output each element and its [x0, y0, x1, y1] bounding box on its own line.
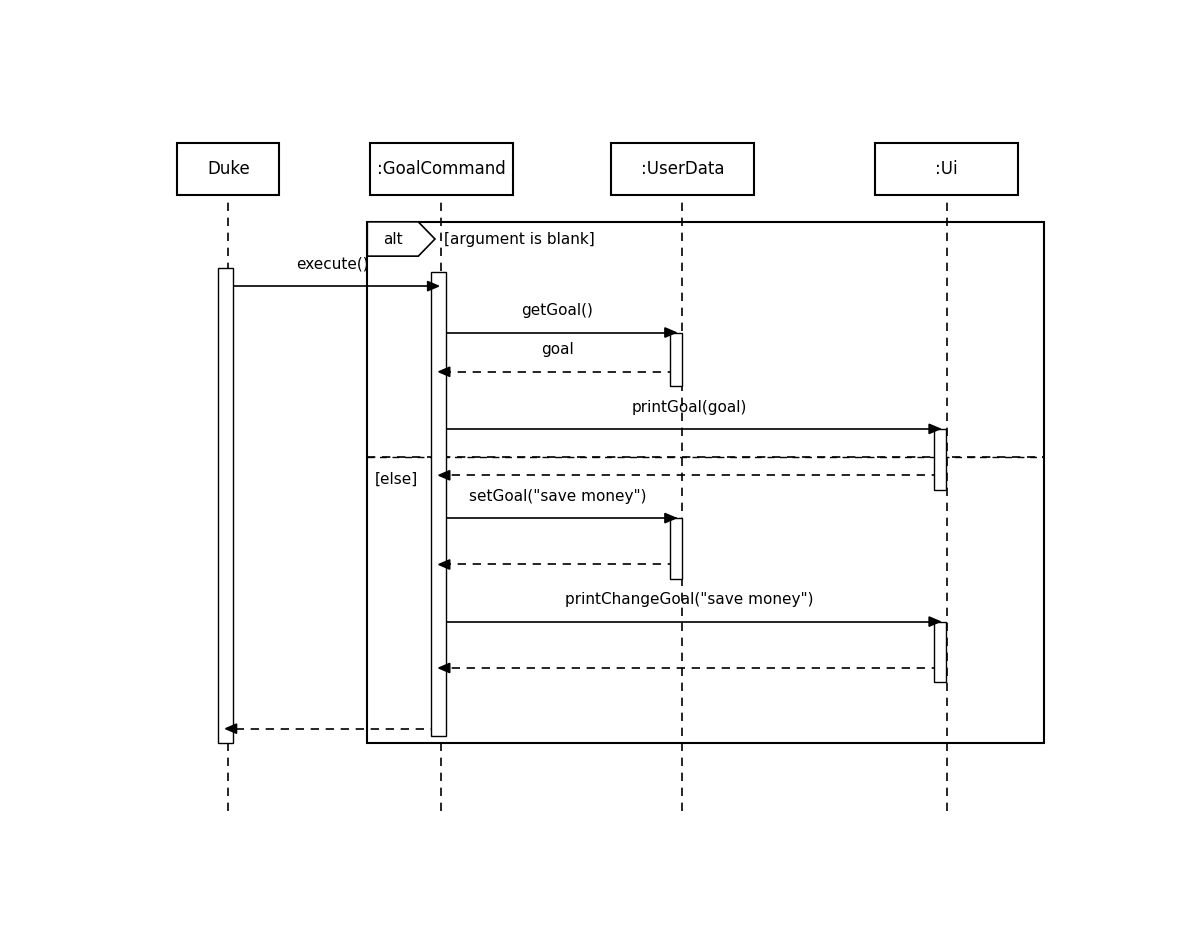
Polygon shape: [929, 616, 940, 627]
Polygon shape: [665, 328, 676, 337]
Text: :Ui: :Ui: [935, 160, 958, 178]
Polygon shape: [439, 664, 450, 673]
Bar: [670, 518, 682, 578]
Text: goal: goal: [541, 342, 574, 358]
Text: Duke: Duke: [207, 160, 250, 178]
Bar: [218, 268, 233, 743]
Bar: [874, 144, 1019, 195]
Bar: [177, 144, 280, 195]
Bar: [934, 429, 946, 489]
Text: printGoal(goal): printGoal(goal): [631, 400, 748, 414]
Polygon shape: [439, 471, 450, 480]
Text: :GoalCommand: :GoalCommand: [377, 160, 506, 178]
Bar: [432, 272, 446, 736]
Polygon shape: [929, 425, 940, 434]
Bar: [934, 622, 946, 682]
Text: execute(): execute(): [295, 257, 368, 272]
Polygon shape: [226, 724, 237, 733]
Polygon shape: [428, 282, 439, 291]
Polygon shape: [367, 222, 435, 256]
Text: setGoal("save money"): setGoal("save money"): [469, 489, 646, 504]
Text: :UserData: :UserData: [641, 160, 725, 178]
Text: getGoal(): getGoal(): [521, 303, 593, 318]
Bar: [611, 144, 755, 195]
Bar: [670, 333, 682, 386]
Bar: [367, 222, 1044, 743]
Polygon shape: [439, 560, 450, 569]
Text: printChangeGoal("save money"): printChangeGoal("save money"): [566, 592, 813, 607]
Polygon shape: [665, 514, 676, 523]
Text: [argument is blank]: [argument is blank]: [444, 232, 594, 247]
Bar: [370, 144, 513, 195]
Text: alt: alt: [383, 232, 403, 247]
Polygon shape: [439, 367, 450, 376]
Text: [else]: [else]: [374, 471, 417, 487]
